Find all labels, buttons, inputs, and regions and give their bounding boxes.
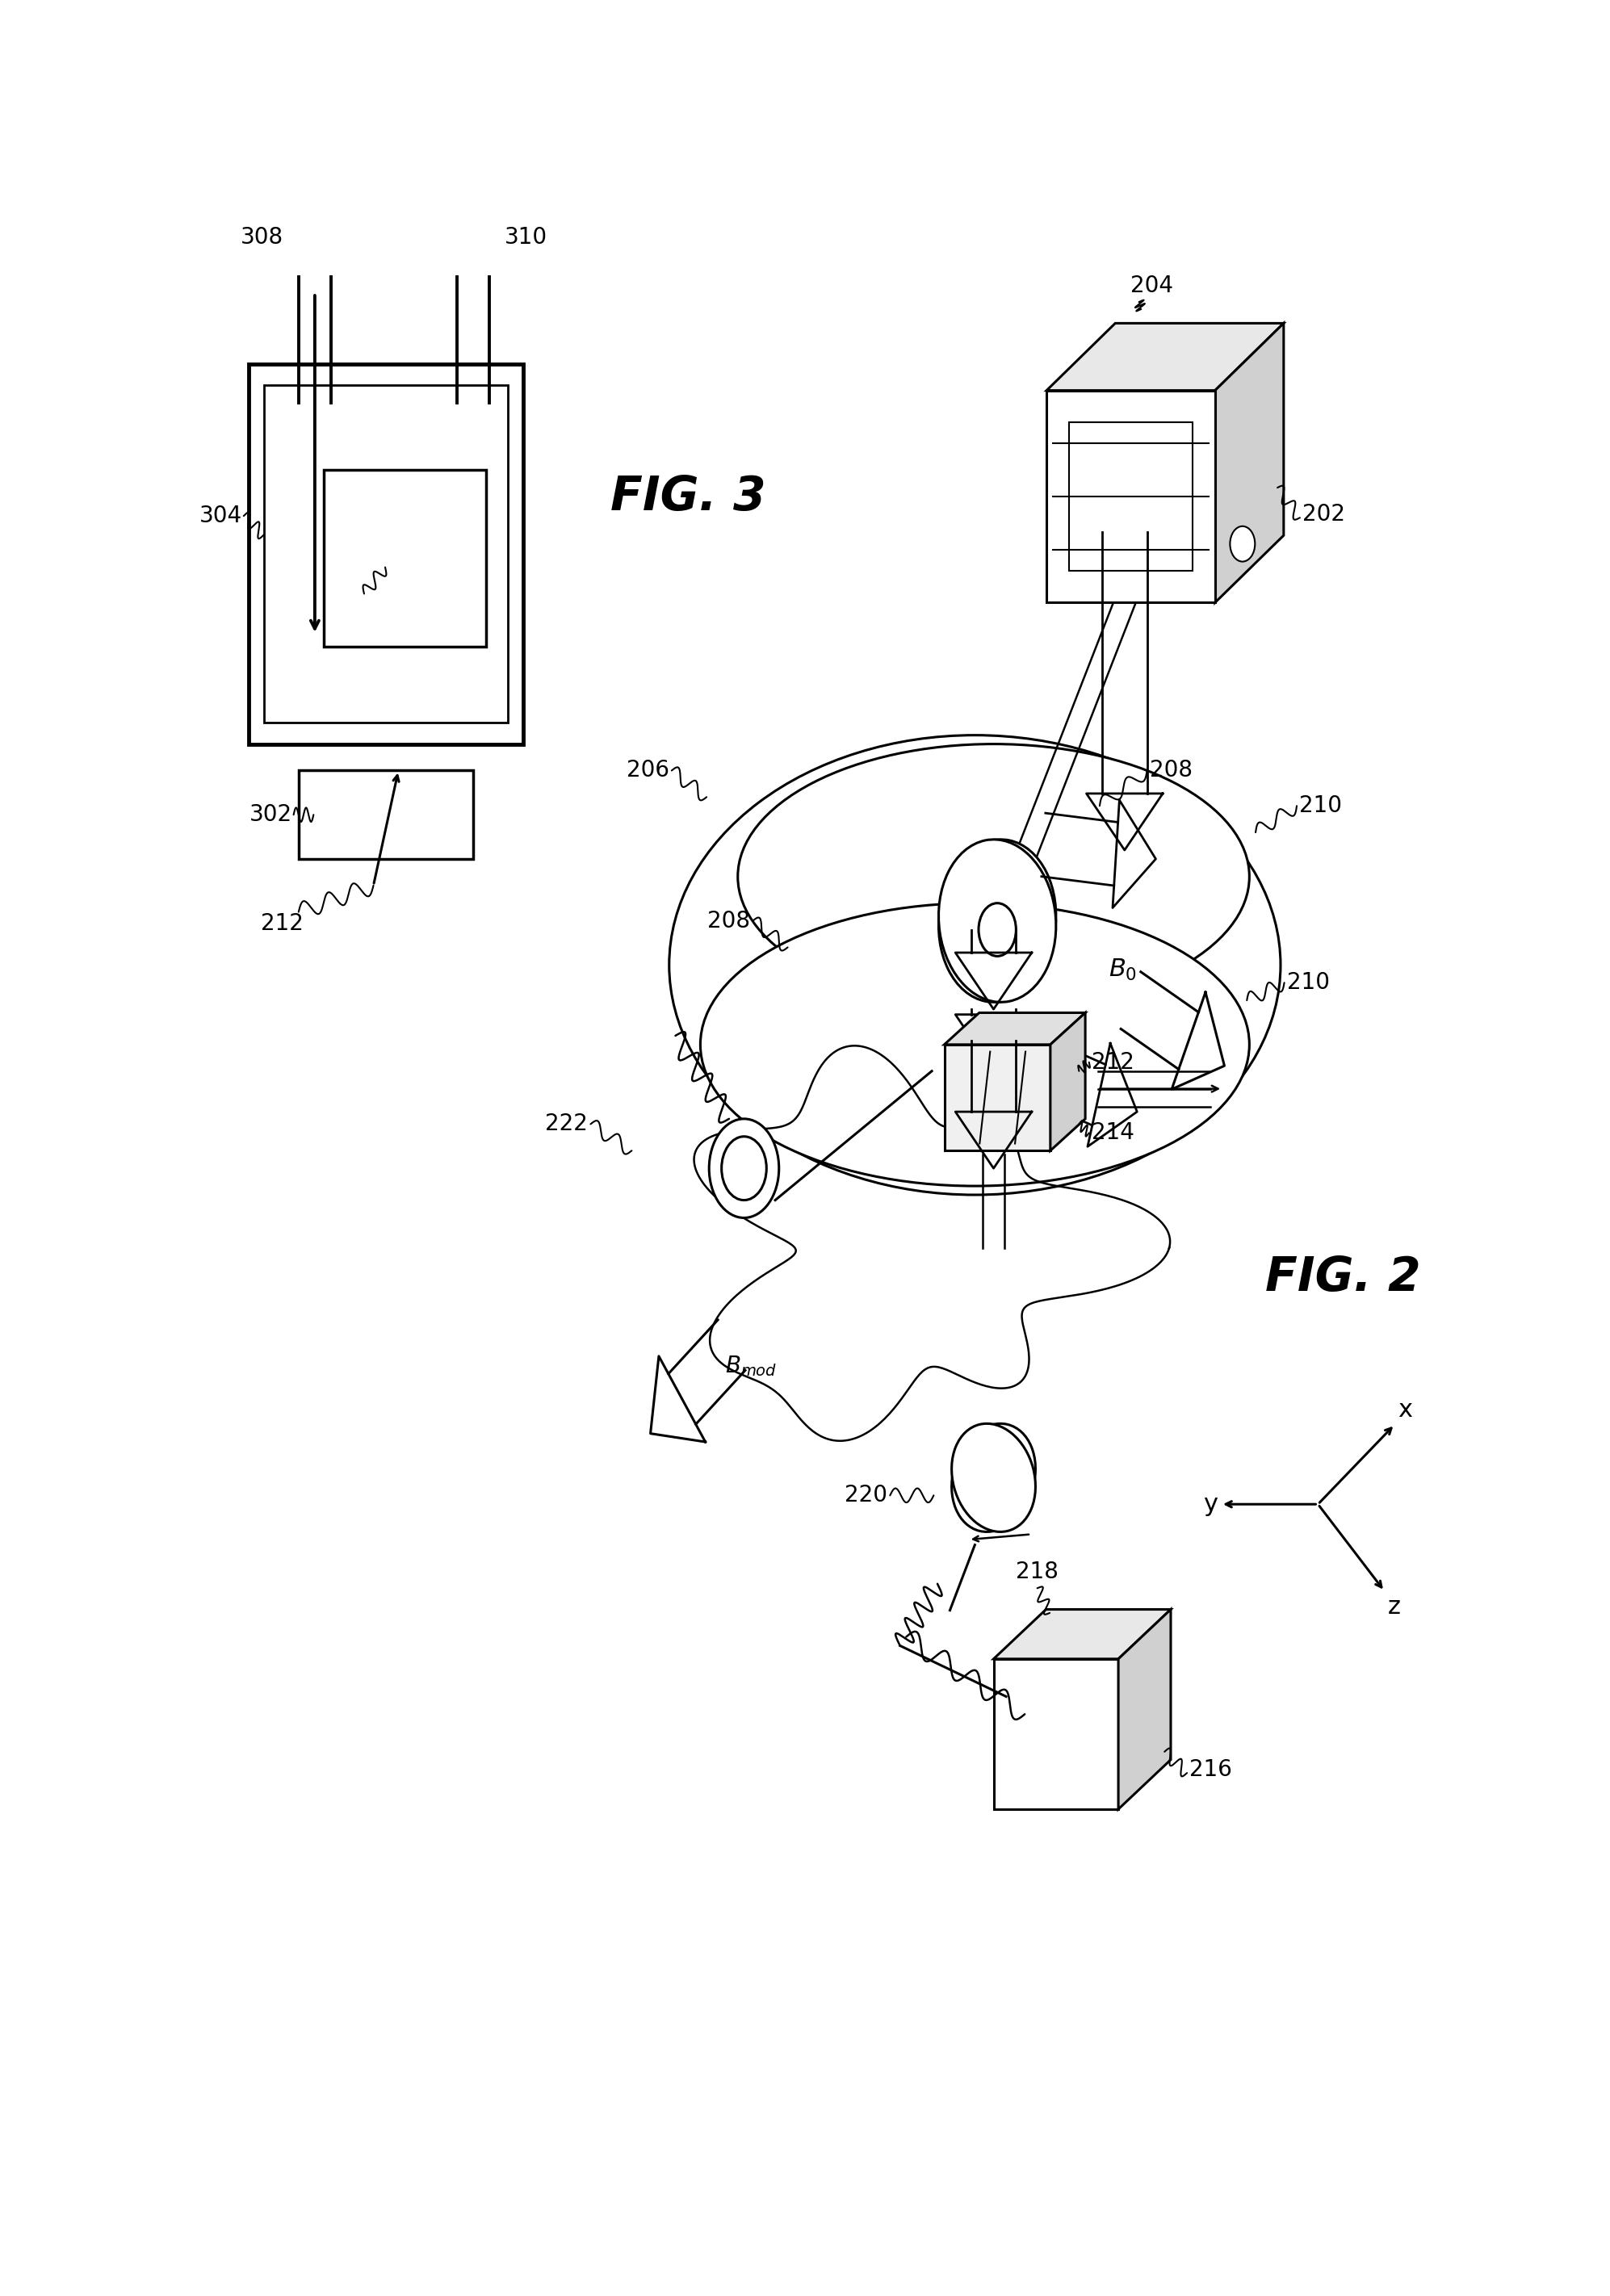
Text: 204: 204 — [1130, 273, 1172, 296]
Circle shape — [1230, 526, 1254, 563]
Polygon shape — [298, 771, 473, 859]
Circle shape — [979, 902, 1016, 955]
Polygon shape — [1216, 324, 1283, 602]
Text: $B_0$: $B_0$ — [1109, 957, 1137, 983]
Text: 222: 222 — [546, 1114, 588, 1137]
Text: 308: 308 — [241, 227, 283, 248]
Text: FIG. 2: FIG. 2 — [1265, 1256, 1420, 1302]
Text: y: y — [1203, 1492, 1217, 1515]
Ellipse shape — [952, 1424, 1035, 1531]
Circle shape — [721, 1137, 766, 1201]
Ellipse shape — [700, 902, 1249, 1187]
Ellipse shape — [737, 744, 1249, 1010]
Text: 210: 210 — [1286, 971, 1330, 994]
Text: 206: 206 — [626, 760, 670, 783]
Polygon shape — [945, 1045, 1050, 1150]
Text: 214: 214 — [1092, 1123, 1133, 1143]
Text: 208: 208 — [707, 909, 750, 932]
Text: x: x — [1397, 1398, 1412, 1421]
Ellipse shape — [939, 840, 1056, 1001]
Polygon shape — [1050, 1013, 1085, 1150]
Text: 302: 302 — [250, 804, 293, 827]
Text: 304: 304 — [200, 505, 243, 528]
Text: 210: 210 — [1299, 794, 1343, 817]
Ellipse shape — [952, 1424, 1035, 1531]
Polygon shape — [1046, 390, 1216, 602]
Text: 212: 212 — [261, 912, 304, 934]
Polygon shape — [264, 386, 509, 723]
Polygon shape — [248, 365, 523, 744]
Text: 220: 220 — [845, 1483, 887, 1506]
Polygon shape — [993, 1660, 1119, 1809]
Polygon shape — [1119, 1609, 1170, 1809]
Text: 218: 218 — [1016, 1561, 1059, 1582]
Text: 310: 310 — [504, 227, 547, 248]
Text: 216: 216 — [1190, 1759, 1232, 1782]
Text: 202: 202 — [1302, 503, 1346, 526]
Text: 208: 208 — [1150, 760, 1193, 783]
Text: 306: 306 — [383, 537, 427, 560]
Text: $B_{mod}$: $B_{mod}$ — [724, 1355, 778, 1378]
Polygon shape — [993, 1609, 1170, 1660]
Circle shape — [708, 1118, 779, 1217]
Text: z: z — [1388, 1596, 1401, 1619]
Text: FIG. 3: FIG. 3 — [610, 473, 766, 519]
Polygon shape — [324, 471, 486, 647]
Text: 212: 212 — [1092, 1052, 1133, 1075]
Polygon shape — [1046, 324, 1283, 390]
Ellipse shape — [939, 840, 1056, 1001]
Polygon shape — [945, 1013, 1085, 1045]
Ellipse shape — [670, 735, 1280, 1194]
